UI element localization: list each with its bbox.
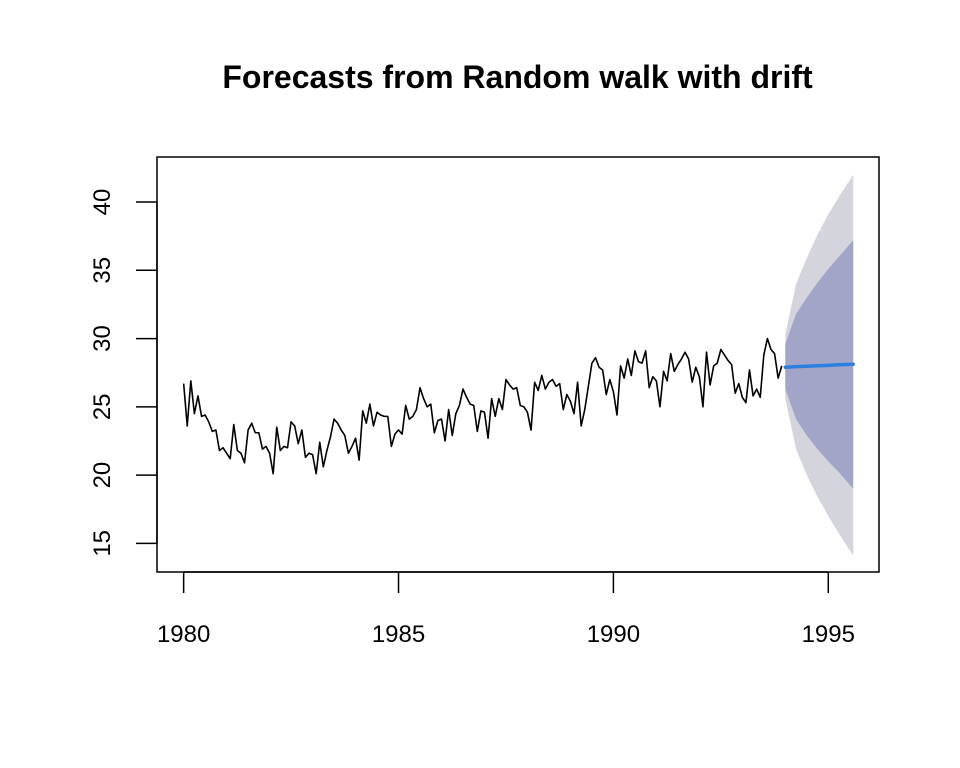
history-series-layer [182, 337, 783, 475]
chart-title: Forecasts from Random walk with drift [222, 59, 813, 95]
x-tick-label: 1985 [372, 621, 425, 648]
y-tick-label: 15 [89, 530, 116, 557]
y-tick-label: 25 [89, 393, 116, 420]
forecast-mean-line [783, 362, 855, 369]
y-tick-label: 30 [89, 325, 116, 352]
forecast-mean-layer [783, 362, 855, 369]
y-axis: 15 20 25 30 35 40 [89, 189, 158, 557]
y-tick-label: 20 [89, 462, 116, 489]
x-tick-label: 1990 [587, 621, 640, 648]
y-tick-label: 40 [89, 189, 116, 216]
history-series-line [182, 337, 783, 475]
plot-frame [156, 156, 880, 573]
x-tick-label: 1980 [157, 621, 210, 648]
x-axis: 1980 1985 1990 1995 [157, 571, 855, 648]
x-tick-label: 1995 [802, 621, 855, 648]
y-tick-label: 35 [89, 257, 116, 284]
